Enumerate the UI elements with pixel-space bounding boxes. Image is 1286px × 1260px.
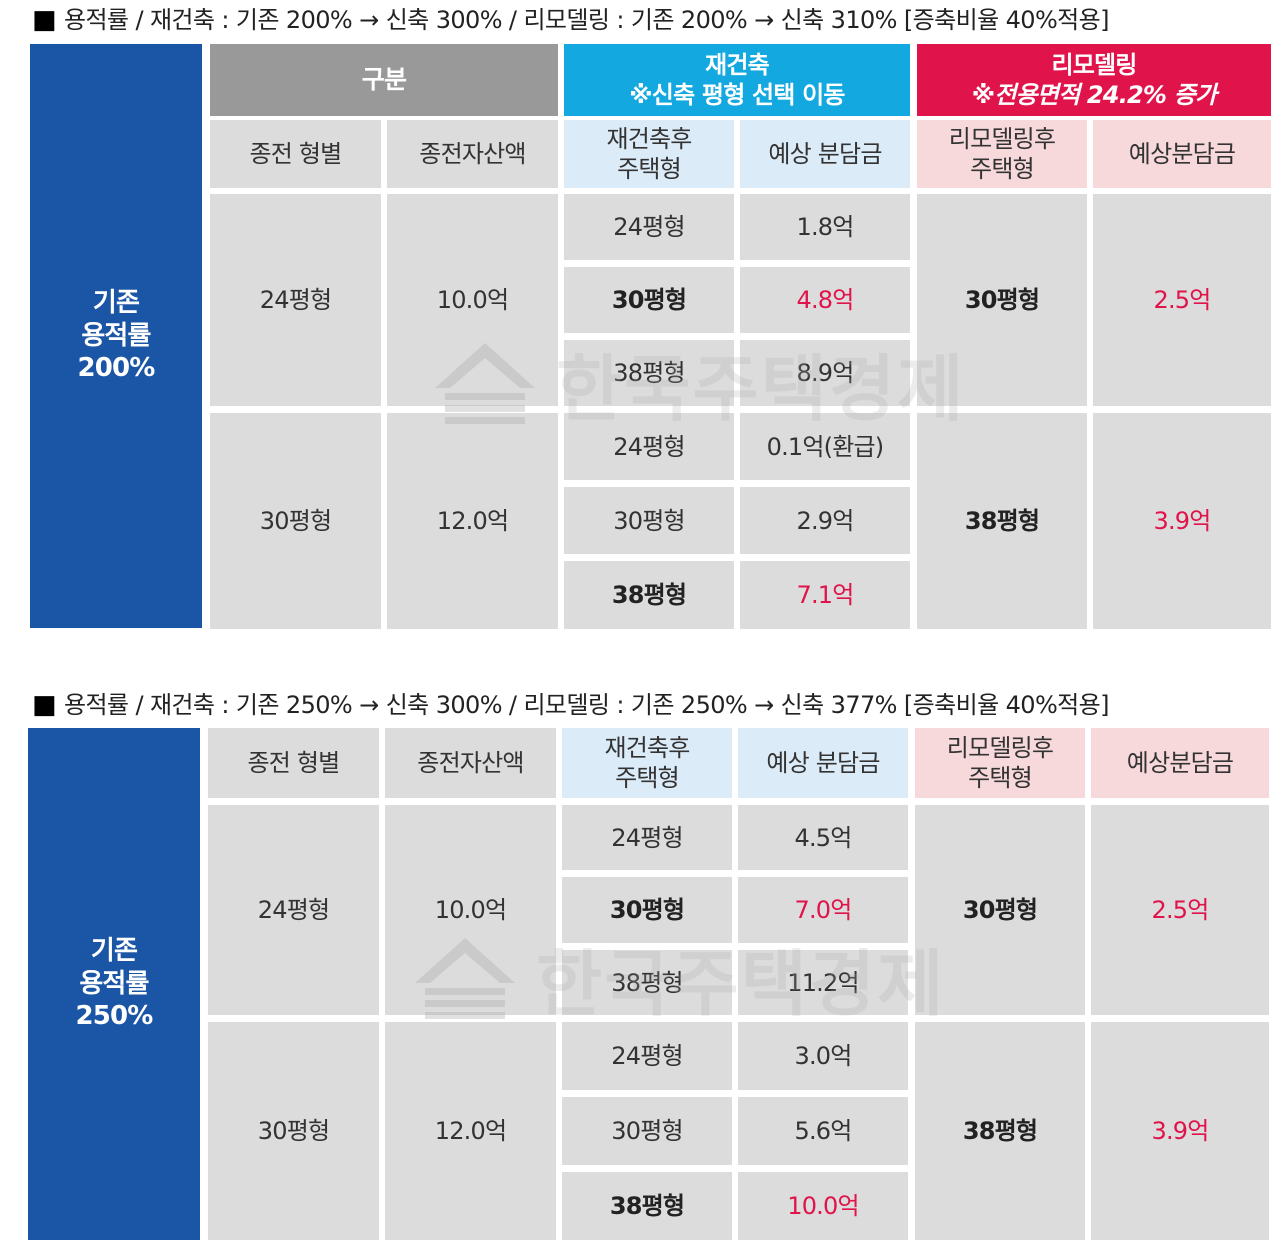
old-asset-cell: 10.0억 (387, 194, 558, 406)
rebuild-type-cell: 24평형 (564, 194, 734, 260)
subheader-old-type: 종전 형별 (208, 728, 379, 798)
subheader-remodel-type: 리모델링후 주택형 (917, 120, 1087, 188)
group-label-line: 용적률 (81, 320, 151, 351)
rebuild-type-cell: 38평형 (564, 561, 734, 629)
rebuild-type-cell: 30평형 (562, 1097, 732, 1165)
subheader-rebuild-type: 재건축후 주택형 (562, 728, 732, 798)
subheader-line: 주택형 (617, 155, 682, 183)
subheader-line: 주택형 (970, 155, 1035, 183)
old-asset-cell: 12.0억 (385, 1022, 556, 1240)
header-gubun: 구분 (210, 44, 558, 116)
remodel-type-cell: 30평형 (917, 194, 1087, 406)
rebuild-cost-cell: 5.6억 (738, 1097, 908, 1165)
old-type-cell: 24평형 (208, 805, 379, 1015)
subheader-rebuild-type: 재건축후 주택형 (564, 120, 734, 188)
rebuild-cost-cell: 2.9억 (740, 487, 910, 554)
section1-heading: ■ 용적률 / 재건축 : 기존 200% → 신축 300% / 리모델링 : … (32, 2, 1272, 38)
remodel-cost-cell: 2.5억 (1093, 194, 1271, 406)
header-rebuild-title: 재건축 (705, 51, 770, 79)
rebuild-type-cell: 38평형 (562, 1172, 732, 1240)
subheader-line: 주택형 (968, 764, 1033, 792)
rebuild-cost-cell: 11.2억 (738, 950, 908, 1015)
subheader-line: 리모델링후 (948, 125, 1056, 153)
group-label-line: 250% (75, 1001, 153, 1032)
rebuild-type-cell: 38평형 (564, 340, 734, 406)
subheader-remodel-cost: 예상분담금 (1093, 120, 1271, 188)
old-asset-cell: 12.0억 (387, 413, 558, 629)
group-label-line: 용적률 (79, 968, 149, 999)
subheader-rebuild-cost: 예상 분담금 (740, 120, 910, 188)
old-asset-cell: 10.0억 (385, 805, 556, 1015)
subheader-remodel-type: 리모델링후 주택형 (915, 728, 1085, 798)
section1-group-label: 기존 용적률 200% (30, 44, 202, 628)
section1-heading-text: 용적률 / 재건축 : 기존 200% → 신축 300% / 리모델링 : 기… (63, 6, 1110, 34)
header-remodel-title: 리모델링 (1051, 51, 1137, 79)
square-bullet-icon: ■ (32, 5, 57, 35)
rebuild-type-cell: 30평형 (564, 267, 734, 333)
section2-heading: ■ 용적률 / 재건축 : 기존 250% → 신축 300% / 리모델링 : … (32, 687, 1272, 723)
remodel-cost-cell: 3.9억 (1091, 1022, 1269, 1240)
remodel-cost-cell: 3.9억 (1093, 413, 1271, 629)
rebuild-cost-cell: 4.8억 (740, 267, 910, 333)
header-rebuild-note: ※신축 평형 선택 이동 (629, 81, 845, 109)
rebuild-type-cell: 24평형 (562, 1022, 732, 1090)
subheader-rebuild-cost: 예상 분담금 (738, 728, 908, 798)
remodel-type-cell: 38평형 (915, 1022, 1085, 1240)
rebuild-type-cell: 24평형 (564, 413, 734, 480)
subheader-line: 재건축후 (604, 734, 690, 762)
remodel-cost-cell: 2.5억 (1091, 805, 1269, 1015)
old-type-cell: 30평형 (210, 413, 381, 629)
old-type-cell: 24평형 (210, 194, 381, 406)
rebuild-cost-cell: 3.0억 (738, 1022, 908, 1090)
remodel-type-cell: 38평형 (917, 413, 1087, 629)
header-remodel-note: ※전용면적 24.2% 증가 (971, 81, 1217, 109)
rebuild-type-cell: 30평형 (562, 877, 732, 943)
rebuild-cost-cell: 7.0억 (738, 877, 908, 943)
rebuild-cost-cell: 0.1억(환급) (740, 413, 910, 480)
header-rebuild: 재건축 ※신축 평형 선택 이동 (564, 44, 910, 116)
subheader-line: 리모델링후 (946, 734, 1054, 762)
rebuild-cost-cell: 1.8억 (740, 194, 910, 260)
old-type-cell: 30평형 (208, 1022, 379, 1240)
rebuild-cost-cell: 4.5억 (738, 805, 908, 870)
subheader-old-type: 종전 형별 (210, 120, 381, 188)
rebuild-type-cell: 30평형 (564, 487, 734, 554)
group-label-line: 기존 (92, 288, 140, 319)
subheader-remodel-cost: 예상분담금 (1091, 728, 1269, 798)
rebuild-cost-cell: 8.9억 (740, 340, 910, 406)
rebuild-cost-cell: 7.1억 (740, 561, 910, 629)
rebuild-type-cell: 24평형 (562, 805, 732, 870)
section2-group-label: 기존 용적률 250% (28, 728, 200, 1240)
remodel-type-cell: 30평형 (915, 805, 1085, 1015)
group-label-line: 200% (77, 353, 155, 384)
group-label-line: 기존 (90, 936, 138, 967)
square-bullet-icon: ■ (32, 690, 57, 720)
rebuild-cost-cell: 10.0억 (738, 1172, 908, 1240)
rebuild-type-cell: 38평형 (562, 950, 732, 1015)
subheader-line: 주택형 (615, 764, 680, 792)
section2-heading-text: 용적률 / 재건축 : 기존 250% → 신축 300% / 리모델링 : 기… (63, 691, 1110, 719)
subheader-old-asset: 종전자산액 (387, 120, 558, 188)
subheader-old-asset: 종전자산액 (385, 728, 556, 798)
subheader-line: 재건축후 (606, 125, 692, 153)
header-remodel: 리모델링 ※전용면적 24.2% 증가 (917, 44, 1271, 116)
